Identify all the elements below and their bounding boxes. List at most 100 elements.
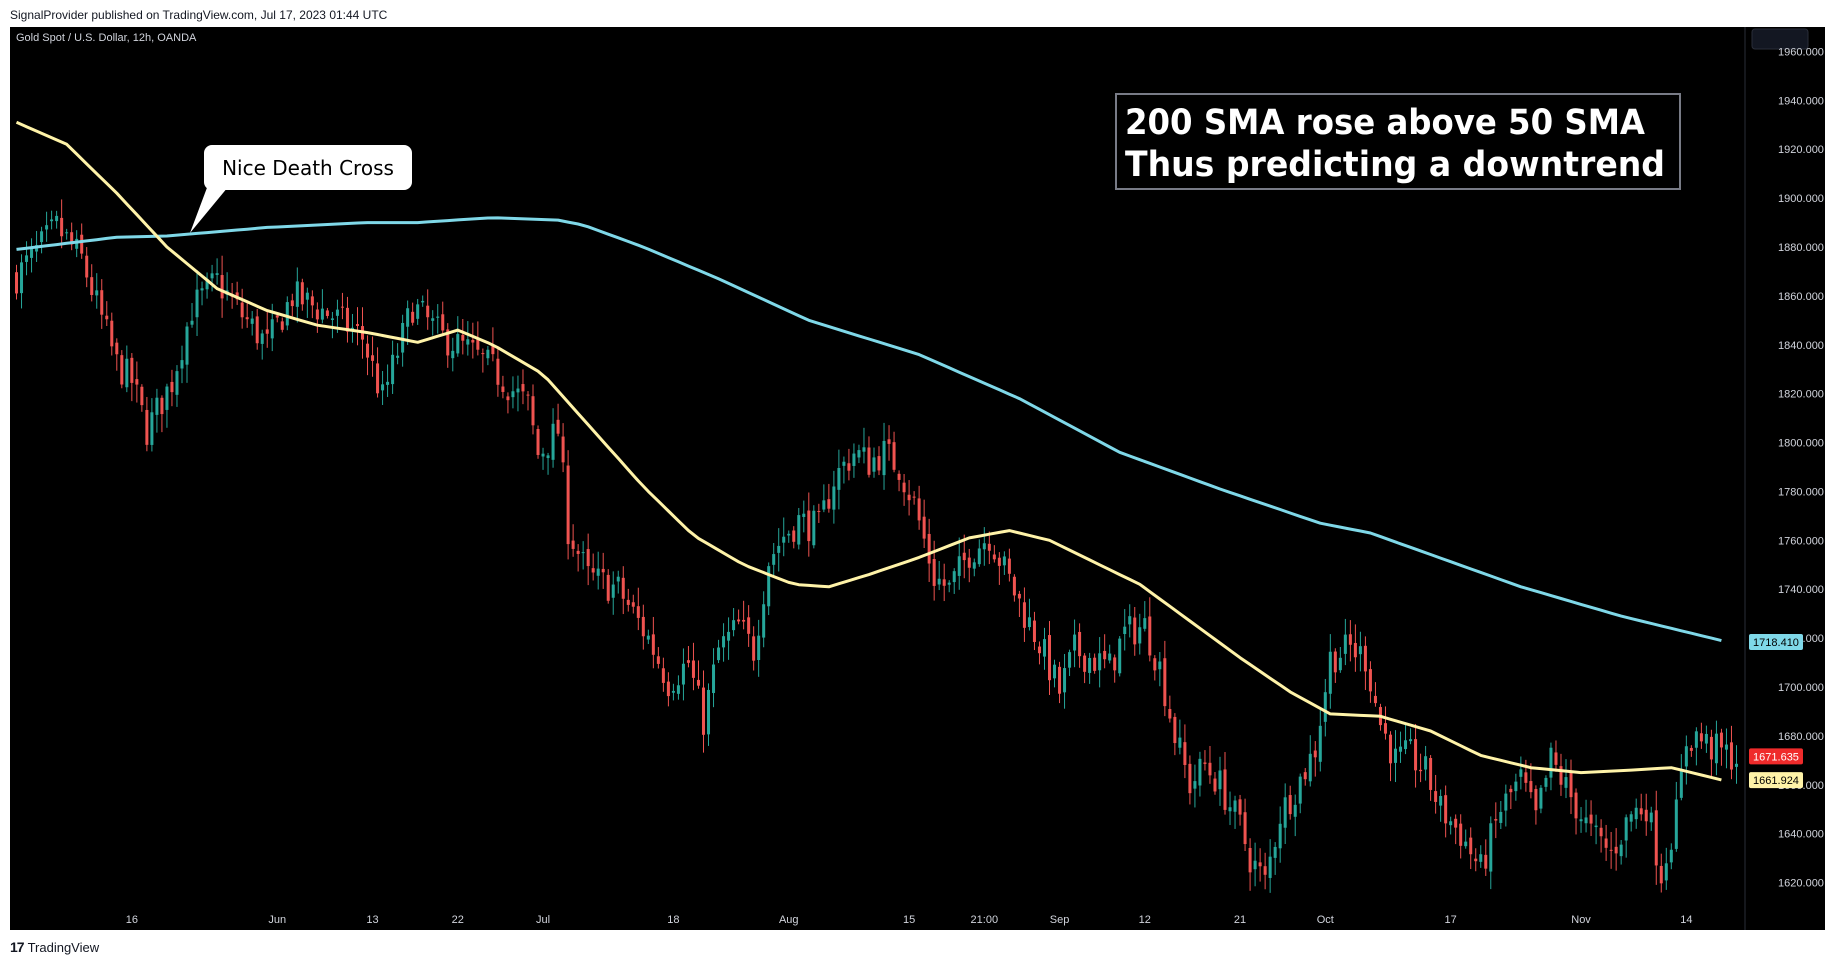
price-tick-label: 1860.000 <box>1778 291 1824 303</box>
time-tick-label: 22 <box>452 914 464 926</box>
candle-body <box>1454 818 1458 828</box>
candle-body <box>446 329 450 356</box>
candle-body <box>1719 732 1723 748</box>
candle-body <box>345 307 349 332</box>
candle-body <box>1724 744 1728 750</box>
candle-body <box>1734 763 1738 767</box>
candle-body <box>90 277 94 295</box>
candle-body <box>1619 844 1623 857</box>
candle-body <box>1318 725 1322 762</box>
candle-body <box>1639 808 1643 815</box>
candle-body <box>1609 849 1613 851</box>
candle-body <box>1032 620 1036 642</box>
candle-body <box>1414 739 1418 771</box>
candle-body <box>1539 787 1543 809</box>
candle-body <box>1273 846 1277 858</box>
candle-body <box>1268 856 1272 878</box>
candle-body <box>1213 778 1217 792</box>
candle-body <box>1429 758 1433 790</box>
candle-body <box>822 500 826 510</box>
candle-body <box>792 530 796 542</box>
brand-name: TradingView <box>27 939 100 955</box>
candle-body <box>1479 854 1483 862</box>
candle-body <box>1158 661 1162 670</box>
candle-body <box>441 314 445 331</box>
sma200-line <box>16 216 1722 643</box>
price-tick-label: 1900.000 <box>1778 193 1824 205</box>
toolbar-placeholder[interactable] <box>1751 28 1809 50</box>
candle-body <box>942 579 946 586</box>
candle-body <box>852 453 856 466</box>
candle-body <box>1153 658 1157 671</box>
candle-body <box>1589 814 1593 824</box>
candle-body <box>1674 799 1678 849</box>
candle-body <box>115 342 119 355</box>
candle-body <box>125 358 129 388</box>
candle-body <box>55 215 59 222</box>
candle-body <box>832 486 836 510</box>
candle-body <box>1007 558 1011 574</box>
candle-body <box>902 482 906 493</box>
callout-pointer <box>190 185 228 233</box>
candle-body <box>696 679 700 686</box>
candle-body <box>892 442 896 470</box>
candle-body <box>1624 817 1628 841</box>
time-axis[interactable]: 16 Jun 13 22 Jul 18 Aug 15 21:00 Sep 12 21 Oct 17 Nov 1… <box>126 914 1693 926</box>
candle-body <box>1308 753 1312 782</box>
candle-body <box>531 396 535 426</box>
candle-body <box>1464 841 1468 847</box>
candle-body <box>391 354 395 385</box>
candle-body <box>556 419 560 434</box>
note-line-1: 200 SMA rose above 50 SMA <box>1125 103 1645 143</box>
candle-body <box>997 557 1001 566</box>
candle-body <box>325 310 329 316</box>
price-tick-label: 1960.000 <box>1778 46 1824 58</box>
price-chart[interactable]: Gold Spot / U.S. Dollar, 12h, OANDA 1620… <box>10 27 1825 930</box>
candle-body <box>671 690 675 693</box>
candle-body <box>722 636 726 648</box>
candle-body <box>551 423 555 460</box>
candle-body <box>1078 631 1082 657</box>
candle-body <box>185 326 189 365</box>
price-badge-sma50 <box>1749 772 1803 789</box>
candle-body <box>270 319 274 339</box>
tradingview-brand[interactable]: 17 TradingView <box>10 939 99 955</box>
candle-body <box>601 568 605 573</box>
candle-body <box>1604 838 1608 848</box>
candle-body <box>1353 642 1357 658</box>
price-axis[interactable]: 1620.0001640.0001660.0001680.0001700.000… <box>1778 46 1824 889</box>
candle-body <box>772 554 776 565</box>
chart-frame[interactable]: Gold Spot / U.S. Dollar, 12h, OANDA 1620… <box>10 27 1825 930</box>
candle-body <box>752 636 756 661</box>
candle-body <box>220 275 224 299</box>
candle-body <box>436 316 440 318</box>
candle-body <box>1103 650 1107 660</box>
callout-bubble <box>204 145 412 190</box>
candle-body <box>240 302 244 318</box>
candle-body <box>85 255 89 278</box>
candle-body <box>947 582 951 585</box>
candle-body <box>1659 865 1663 884</box>
candle-body <box>867 447 871 475</box>
candle-body <box>661 668 665 683</box>
candle-body <box>1343 634 1347 654</box>
candle-body <box>1694 731 1698 748</box>
candle-body <box>1188 763 1192 794</box>
candle-body <box>1529 781 1533 793</box>
callout-text: Nice Death Cross <box>222 156 394 180</box>
candle-body <box>1489 823 1493 872</box>
candle-body <box>130 357 134 383</box>
price-tick-label: 1760.000 <box>1778 535 1824 547</box>
candle-body <box>1017 593 1021 599</box>
candle-body <box>245 317 249 320</box>
candle-body <box>1584 817 1588 824</box>
candle-body <box>967 557 971 568</box>
candle-body <box>626 599 630 605</box>
candle-body <box>1093 657 1097 671</box>
candle-body <box>1509 788 1513 793</box>
candle-body <box>1669 849 1673 863</box>
candle-body <box>50 219 54 222</box>
candle-body <box>1002 556 1006 566</box>
candle-body <box>1298 776 1302 804</box>
candle-body <box>561 436 565 463</box>
